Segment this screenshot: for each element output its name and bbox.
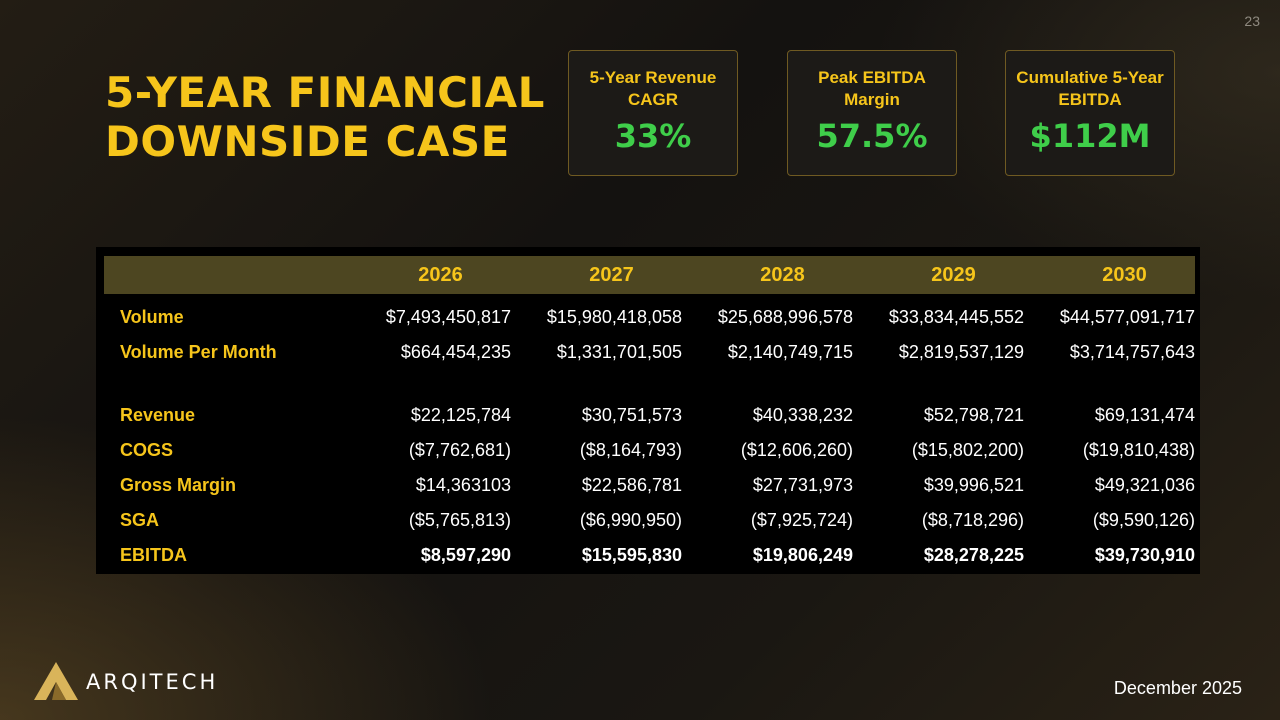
table-cell: $52,798,721: [923, 405, 1024, 425]
kpi-card-revenue-cagr: 5-Year Revenue CAGR 33%: [568, 50, 738, 176]
table-cell: $39,730,910: [1094, 545, 1195, 565]
table-row-revenue: Revenue $22,125,784 $30,751,573 $40,338,…: [104, 398, 1195, 433]
table-header-year: 2029: [931, 263, 976, 286]
kpi-value: 33%: [614, 117, 692, 155]
table-header-row: 2026 2027 2028 2029 2030: [104, 256, 1195, 294]
financial-table-panel: 2026 2027 2028 2029 2030 Volume $7,493,4…: [96, 247, 1200, 574]
table-cell: ($7,762,681): [408, 440, 511, 460]
table-cell: ($6,990,950): [579, 510, 682, 530]
table-cell: ($8,164,793): [579, 440, 682, 460]
kpi-label: Cumulative 5-Year EBITDA: [1016, 68, 1164, 109]
table-cell: $69,131,474: [1094, 405, 1195, 425]
table-cell: $2,140,749,715: [727, 342, 853, 362]
presentation-date: December 2025: [1113, 678, 1242, 698]
row-label: Volume Per Month: [120, 342, 277, 362]
table-spacer-row: [104, 370, 1195, 398]
table-cell: ($8,718,296): [921, 510, 1024, 530]
table-cell: $22,125,784: [410, 405, 511, 425]
table-row-cogs: COGS ($7,762,681) ($8,164,793) ($12,606,…: [104, 433, 1195, 468]
table-row-volume: Volume $7,493,450,817 $15,980,418,058 $2…: [104, 294, 1195, 335]
table-spacer: [104, 370, 1195, 398]
table-header-year: 2027: [589, 263, 634, 286]
table-row-gross-margin: Gross Margin $14,363103 $22,586,781 $27,…: [104, 468, 1195, 503]
table-cell: $30,751,573: [581, 405, 682, 425]
table-cell: $25,688,996,578: [717, 307, 853, 327]
table-cell: ($15,802,200): [911, 440, 1024, 460]
brand-name: ARQITECH: [86, 670, 219, 694]
page-title: 5-YEAR FINANCIAL DOWNSIDE CASE: [105, 68, 545, 166]
kpi-card-peak-ebitda-margin: Peak EBITDA Margin 57.5%: [787, 50, 957, 176]
table-cell: $19,806,249: [752, 545, 853, 565]
table-cell: $15,980,418,058: [546, 307, 682, 327]
table-cell: $49,321,036: [1094, 475, 1195, 495]
row-label: Volume: [120, 307, 184, 327]
table-cell: ($9,590,126): [1092, 510, 1195, 530]
kpi-value: $112M: [1029, 117, 1151, 155]
row-label: EBITDA: [120, 545, 187, 565]
table-cell: $39,996,521: [923, 475, 1024, 495]
row-label: Gross Margin: [120, 475, 237, 495]
table-cell: $33,834,445,552: [888, 307, 1024, 327]
row-label: Revenue: [120, 405, 196, 425]
table-cell: $664,454,235: [400, 342, 511, 362]
row-label: SGA: [120, 510, 160, 530]
table-cell: $27,731,973: [752, 475, 853, 495]
table-cell: $2,819,537,129: [898, 342, 1024, 362]
kpi-label: 5-Year Revenue CAGR: [589, 68, 717, 109]
table-row-ebitda: EBITDA $8,597,290 $15,595,830 $19,806,24…: [104, 538, 1195, 573]
table-cell: $40,338,232: [752, 405, 853, 425]
kpi-label: Peak EBITDA Margin: [818, 68, 926, 109]
table-cell: $44,577,091,717: [1059, 307, 1195, 327]
table-cell: $22,586,781: [581, 475, 682, 495]
table-header-year: 2030: [1102, 263, 1147, 286]
table-cell: $1,331,701,505: [556, 342, 682, 362]
table-cell: $3,714,757,643: [1069, 342, 1195, 362]
table-header-year: 2026: [418, 263, 463, 286]
table-cell: ($5,765,813): [408, 510, 511, 530]
table-cell: ($12,606,260): [740, 440, 853, 460]
table-cell: $28,278,225: [923, 545, 1024, 565]
table-cell: $14,363103: [415, 475, 511, 495]
table-cell: $7,493,450,817: [385, 307, 511, 327]
table-cell: $15,595,830: [581, 545, 682, 565]
table-header-year: 2028: [760, 263, 805, 286]
kpi-value: 57.5%: [816, 117, 928, 155]
arqitech-logo-icon: [34, 662, 78, 700]
slide-number: 23: [1244, 13, 1260, 29]
table-header-blank: [104, 256, 340, 294]
table-cell: $8,597,290: [420, 545, 511, 565]
row-label: COGS: [120, 440, 174, 460]
table-row-sga: SGA ($5,765,813) ($6,990,950) ($7,925,72…: [104, 503, 1195, 538]
table-cell: ($19,810,438): [1082, 440, 1195, 460]
financial-table: 2026 2027 2028 2029 2030 Volume $7,493,4…: [104, 256, 1195, 573]
brand-logo: ARQITECH: [32, 660, 218, 704]
table-cell: ($7,925,724): [750, 510, 853, 530]
table-row-volume-per-month: Volume Per Month $664,454,235 $1,331,701…: [104, 335, 1195, 370]
kpi-card-cumulative-ebitda: Cumulative 5-Year EBITDA $112M: [1005, 50, 1175, 176]
